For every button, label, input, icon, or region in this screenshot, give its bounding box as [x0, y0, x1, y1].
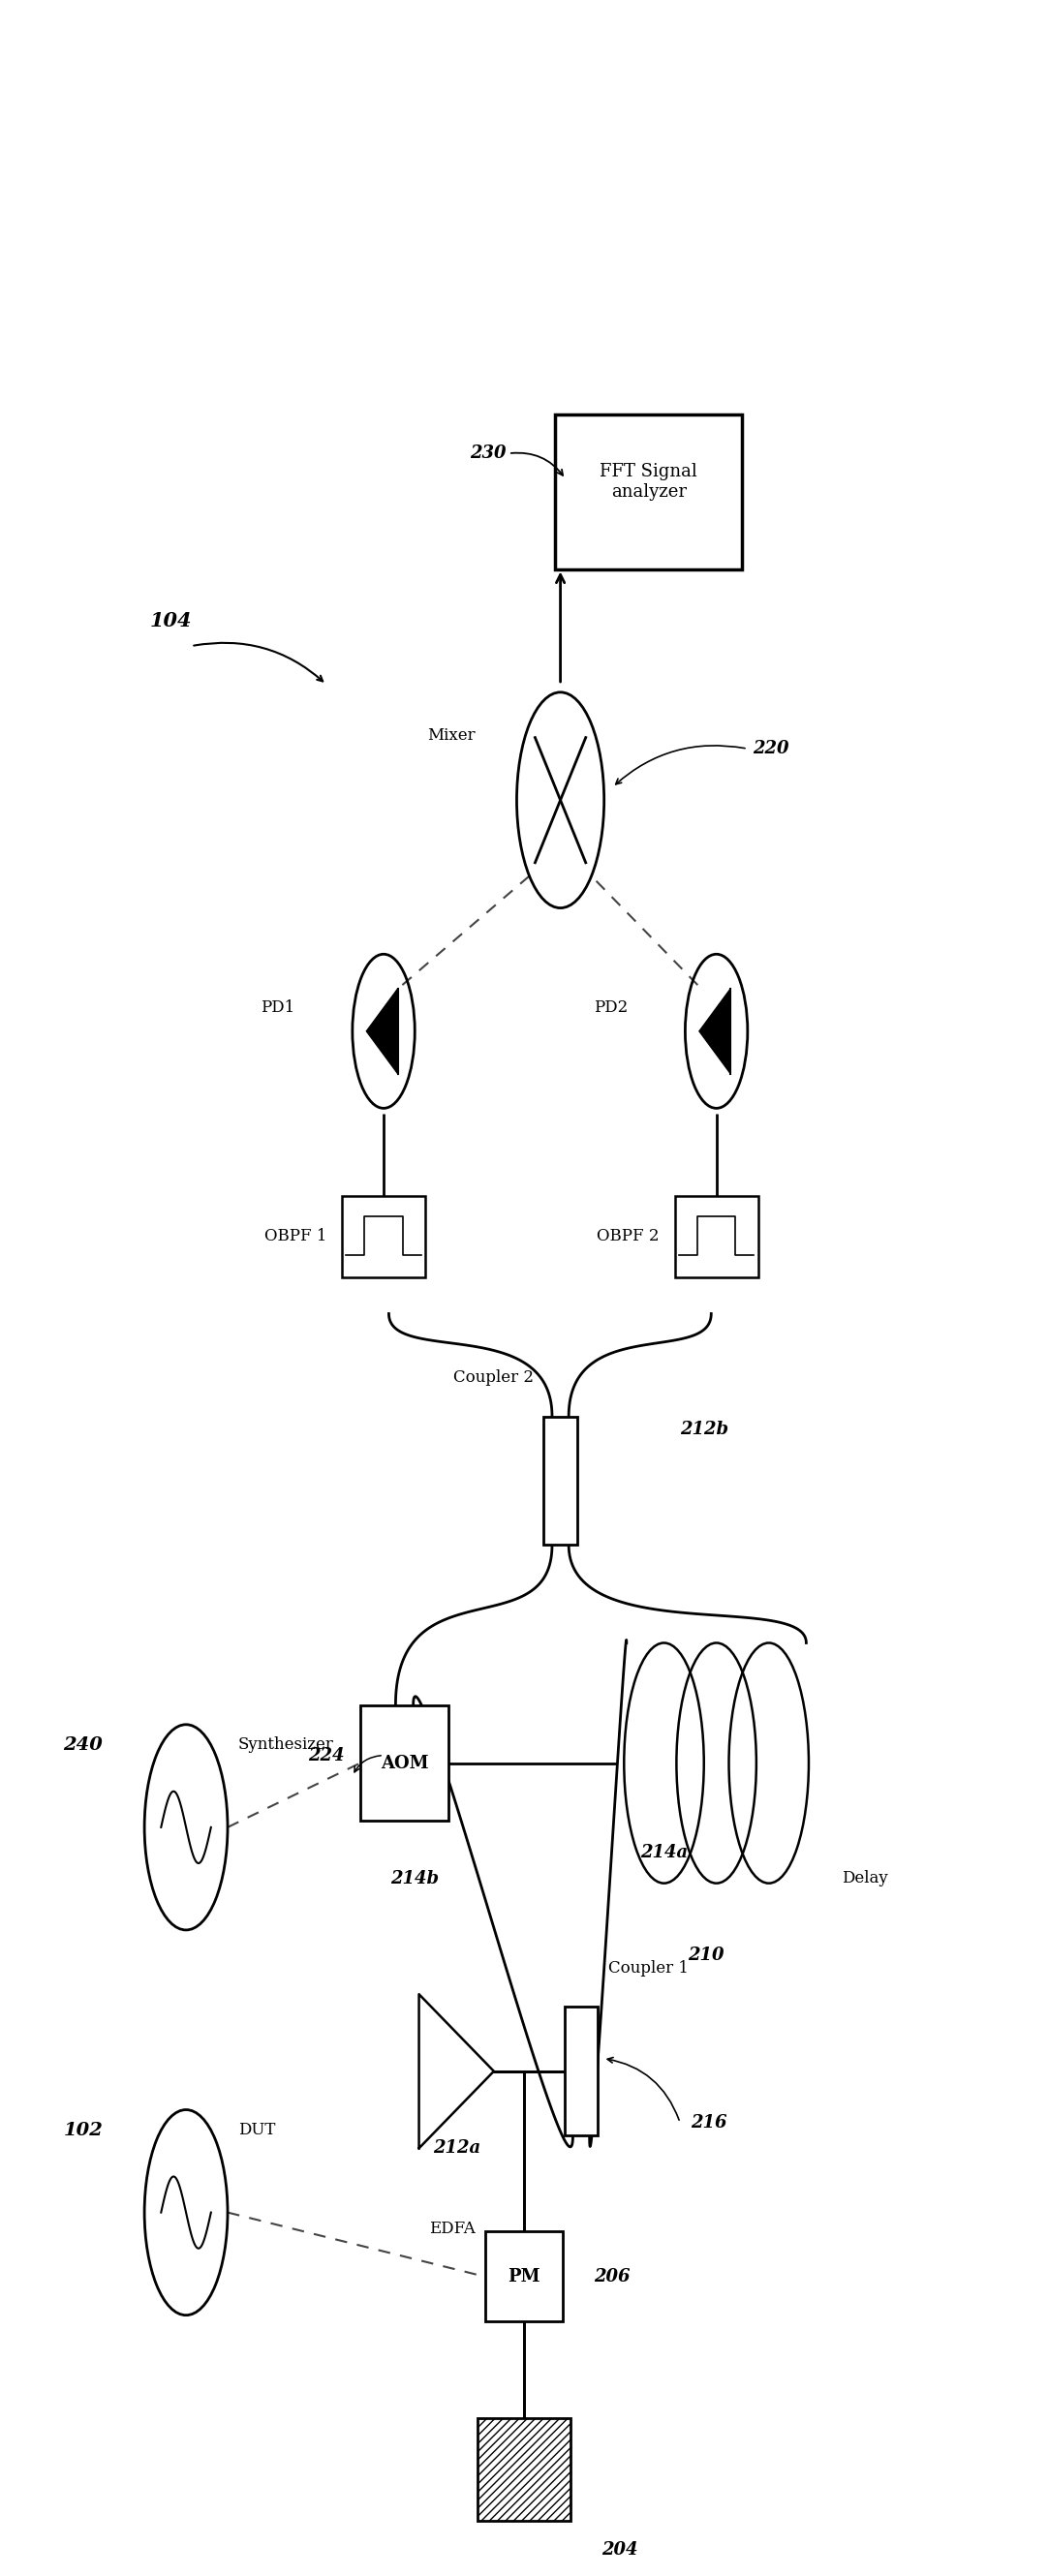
Text: Coupler 1: Coupler 1 [608, 1960, 689, 1976]
Text: DUT: DUT [238, 2123, 276, 2138]
Text: Mixer: Mixer [427, 726, 475, 744]
Text: 240: 240 [63, 1736, 103, 1754]
Text: 102: 102 [63, 2123, 103, 2138]
Text: 210: 210 [687, 1947, 724, 1965]
Polygon shape [419, 1994, 494, 2148]
Bar [544, 1417, 577, 1546]
Bar [342, 1195, 425, 1278]
Text: OBPF 1: OBPF 1 [264, 1229, 326, 1244]
Text: 214b: 214b [391, 1870, 439, 1888]
Text: Synthesizer: Synthesizer [238, 1736, 333, 1754]
Bar [555, 415, 742, 569]
Text: 212b: 212b [680, 1419, 728, 1437]
Text: 204: 204 [602, 2540, 638, 2558]
Text: PD1: PD1 [261, 999, 296, 1018]
Text: 220: 220 [752, 739, 789, 757]
Bar [477, 2419, 571, 2519]
Polygon shape [367, 989, 397, 1074]
Text: Coupler 2: Coupler 2 [453, 1368, 533, 1386]
Bar [361, 1705, 449, 1821]
Text: 230: 230 [470, 446, 506, 461]
Text: OBPF 2: OBPF 2 [596, 1229, 659, 1244]
Text: 104: 104 [150, 611, 192, 631]
Text: PD2: PD2 [594, 999, 628, 1018]
Text: 224: 224 [308, 1747, 345, 1765]
Bar [675, 1195, 758, 1278]
Text: FFT Signal
analyzer: FFT Signal analyzer [601, 464, 698, 500]
Text: 206: 206 [594, 2267, 631, 2285]
Text: EDFA: EDFA [429, 2221, 476, 2236]
Text: 212a: 212a [433, 2141, 480, 2156]
Text: Delay: Delay [843, 1870, 889, 1886]
Bar [485, 2231, 563, 2321]
Bar [565, 2007, 597, 2136]
Text: 216: 216 [691, 2115, 726, 2130]
Text: AOM: AOM [380, 1754, 429, 1772]
Polygon shape [699, 989, 730, 1074]
Text: 214a: 214a [640, 1844, 689, 1862]
Text: PM: PM [507, 2267, 541, 2285]
